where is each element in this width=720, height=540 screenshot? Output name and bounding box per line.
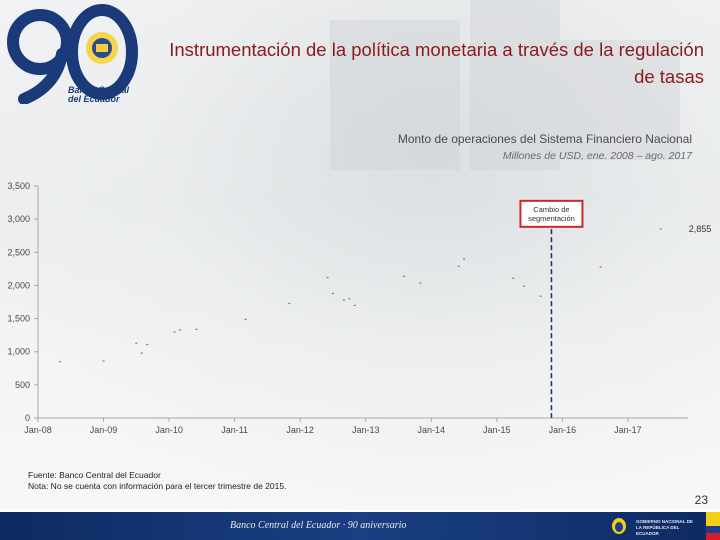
annotation-line-2: segmentación [528, 214, 575, 223]
y-tick-label: 1,500 [7, 314, 30, 324]
logo-line-2: del Ecuador [68, 94, 120, 104]
data-point [402, 275, 405, 277]
data-point [173, 331, 176, 333]
data-point [331, 292, 334, 295]
y-tick-label: 2,000 [7, 280, 30, 290]
x-tick-label: Jan-12 [286, 425, 314, 435]
ecuador-flag [706, 512, 720, 540]
data-point [244, 318, 247, 320]
x-tick-label: Jan-08 [24, 425, 52, 435]
y-tick-label: 500 [15, 380, 30, 390]
x-tick-label: Jan-11 [221, 425, 248, 435]
logo-text: Banco Central del Ecuador [68, 86, 129, 104]
page-number: 23 [694, 493, 708, 507]
government-logo: GOBIERNO NACIONAL DE LA REPÚBLICA DEL EC… [608, 517, 694, 537]
bce-90-logo: Banco Central del Ecuador [4, 4, 154, 105]
x-tick-label: Jan-15 [483, 425, 511, 435]
scatter-chart: 0 500 1,000 1,500 2,000 2,500 3,000 3,500 Jan-08… [7, 181, 712, 435]
logo-90-icon [7, 4, 138, 105]
y-tick-label: 0 [25, 413, 30, 423]
background-building [470, 0, 560, 170]
x-tick-label: Jan-17 [614, 425, 642, 435]
chart-title: Monto de operaciones del Sistema Financi… [397, 132, 692, 146]
data-point [659, 228, 662, 230]
y-tick-label: 1,000 [7, 347, 30, 357]
data-point [599, 266, 602, 268]
y-tick-label: 2,500 [7, 247, 30, 257]
x-tick-label: Jan-16 [549, 425, 577, 435]
footer-tagline: Banco Central del Ecuador · 90 aniversar… [230, 520, 407, 531]
data-point [348, 298, 351, 300]
data-point [353, 304, 356, 307]
data-point [326, 276, 329, 279]
last-value-label: 2,855 [689, 224, 712, 234]
source-note: Fuente: Banco Central del Ecuador [28, 470, 161, 480]
data-point [102, 360, 105, 362]
government-text-line-1: GOBIERNO NACIONAL DE [636, 519, 693, 524]
data-point [140, 352, 143, 354]
y-tick-label: 3,000 [7, 214, 30, 224]
data-note: Nota: No se cuenta con información para … [28, 481, 287, 491]
y-tick-label: 3,500 [7, 181, 30, 191]
data-point [179, 329, 182, 331]
data-point [419, 282, 422, 284]
government-text: GOBIERNO NACIONAL DE LA REPÚBLICA DEL EC… [636, 519, 694, 537]
annotation-line-1: Cambio de [533, 205, 569, 214]
data-point [146, 343, 149, 346]
background-building [330, 20, 460, 170]
footnotes: Fuente: Banco Central del Ecuador Nota: … [28, 470, 286, 492]
data-point [457, 265, 460, 267]
data-point [342, 299, 345, 301]
data-point [539, 295, 542, 297]
x-tick-label: Jan-13 [352, 425, 380, 435]
chart-subtitle: Millones de USD, ene. 2008 – ago. 2017 [502, 150, 692, 162]
data-point [195, 328, 198, 330]
ecuador-coat-of-arms-icon [612, 518, 626, 534]
data-point [512, 277, 515, 279]
government-text-line-2: LA REPÚBLICA DEL ECUADOR [636, 525, 680, 536]
x-tick-label: Jan-10 [155, 425, 183, 435]
data-point [463, 258, 466, 260]
x-tick-label: Jan-14 [418, 425, 446, 435]
data-point [523, 285, 526, 287]
footer-bar: Banco Central del Ecuador · 90 aniversar… [0, 512, 720, 540]
data-point [288, 302, 291, 305]
data-point [58, 361, 61, 363]
background-building [560, 40, 680, 160]
logo-line-1: Banco Central [68, 85, 130, 95]
annotation-box [519, 199, 584, 228]
x-tick-label: Jan-09 [90, 425, 118, 435]
page-title: Instrumentación de la política monetaria… [169, 39, 704, 87]
data-point [135, 342, 138, 344]
